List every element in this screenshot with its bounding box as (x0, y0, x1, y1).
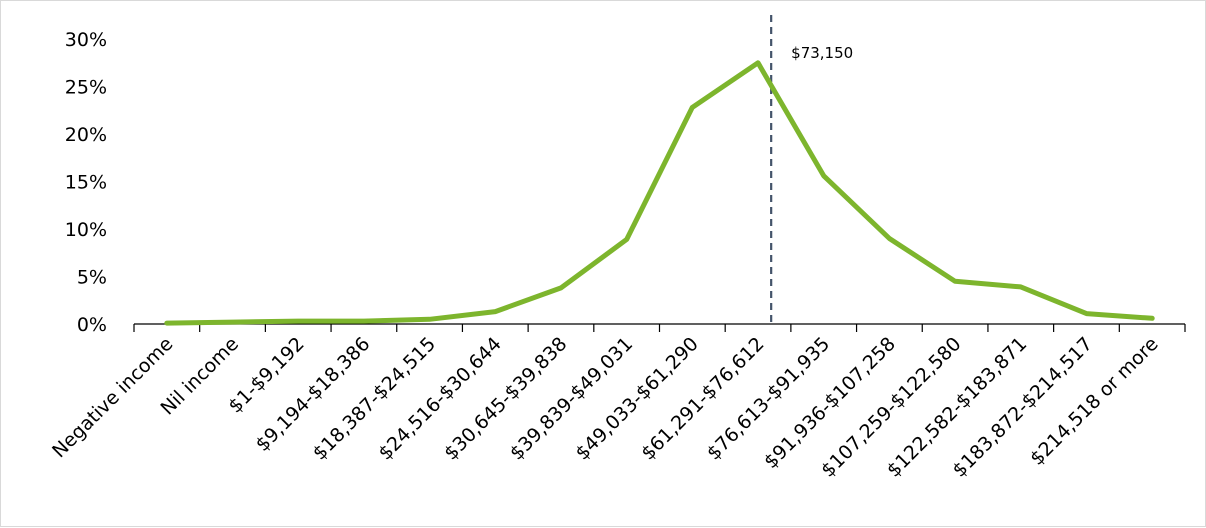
y-tick-label: 5% (77, 267, 107, 289)
data-point (887, 236, 892, 241)
y-tick-label: 20% (65, 124, 107, 146)
series-line (164, 60, 1155, 326)
data-point (230, 320, 235, 325)
data-point (1018, 284, 1023, 289)
x-tick-label: $61,291-$76,612 (637, 333, 769, 465)
x-tick-label: $24,516-$30,644 (374, 333, 506, 465)
x-tick-label: $30,645-$39,838 (440, 333, 572, 465)
x-tick-label: $49,033-$61,290 (571, 333, 703, 465)
x-tick-label: $9,194-$18,386 (251, 333, 374, 456)
data-point (1150, 316, 1155, 321)
x-tick-label: Negative income (48, 333, 177, 462)
data-point (756, 60, 761, 65)
y-tick-label: 30% (65, 29, 107, 51)
y-tick-label: 10% (65, 219, 107, 241)
data-point (427, 317, 432, 322)
x-tick-label: $214,518 or more (1026, 333, 1163, 470)
data-point (690, 105, 695, 110)
data-point (821, 173, 826, 178)
data-point (493, 309, 498, 314)
y-tick-label: 0% (77, 314, 107, 336)
x-tick-label: $18,387-$24,515 (309, 333, 441, 465)
data-point (164, 321, 169, 326)
data-point (361, 319, 366, 324)
data-point (558, 285, 563, 290)
y-tick-label: 15% (65, 172, 107, 194)
y-axis-ticks: 0% 5% 10% 15% 20% 25% 30% (65, 29, 107, 336)
data-point (624, 237, 629, 242)
data-point (953, 279, 958, 284)
y-tick-label: 25% (65, 77, 107, 99)
data-point (296, 319, 301, 324)
data-point (1084, 311, 1089, 316)
x-tick-label: $76,613-$91,935 (703, 333, 835, 465)
x-axis-tick-marks (133, 324, 1186, 332)
x-tick-label: $39,839-$49,031 (506, 333, 638, 465)
median-reference-label: $73,150 (791, 44, 853, 62)
